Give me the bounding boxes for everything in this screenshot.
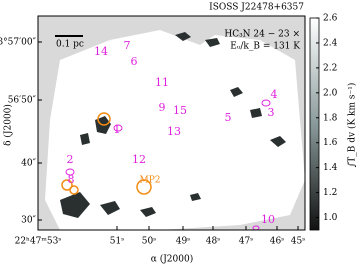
- source-label: 6: [131, 55, 138, 68]
- line-label: HC₃N 24 − 23 ×: [224, 30, 300, 40]
- colorbar-tick-label: 1.6: [323, 138, 338, 148]
- source-label: 12: [132, 153, 146, 166]
- x-tick-label: 48ˢ: [206, 237, 220, 247]
- x-tick-label: 45ˢ: [291, 237, 305, 247]
- energy-label: Eᵤ/k_B = 131 K: [230, 42, 300, 52]
- source-label: 2: [67, 153, 74, 166]
- source-label: 13: [167, 125, 181, 138]
- mp-label: MP2: [140, 176, 161, 186]
- source-label: 7: [124, 39, 131, 52]
- y-tick-label: 30″: [21, 216, 36, 226]
- y-tick-label: 40″: [21, 159, 36, 169]
- colorbar-tick-label: 1.4: [323, 163, 338, 173]
- scale-bar-label: 0.1 pc: [56, 40, 84, 50]
- plot-frame: [37, 15, 306, 231]
- x-tick-label: 49ˢ: [176, 237, 190, 247]
- source-label: 4: [271, 88, 278, 101]
- x-tick-label: 47ˢ: [239, 237, 253, 247]
- colorbar-tick-label: 2.0: [323, 88, 338, 98]
- source-label: 10: [261, 213, 275, 226]
- y-tick-label: 63°57′00″: [0, 38, 37, 48]
- colorbar-tick-label: 2.2: [323, 63, 337, 73]
- source-label: 1: [114, 123, 121, 136]
- x-tick-label: 50ˢ: [142, 237, 156, 247]
- x-tick-label: 22ʰ47ᵐ53ˢ: [15, 237, 62, 247]
- x-tick-label: 51ˢ: [110, 237, 124, 247]
- colorbar-tick-label: 1.2: [323, 188, 337, 198]
- y-tick-label: 56′50″: [8, 96, 37, 106]
- cores: [61, 112, 152, 195]
- colorbar-tick-label: 2.6: [323, 14, 338, 24]
- y-axis-label: δ (J2000): [3, 104, 14, 146]
- source-label: 5: [225, 111, 232, 124]
- coverage-area: [45, 30, 305, 230]
- source-label: 8: [68, 173, 75, 186]
- source-label: 15: [173, 104, 187, 117]
- colorbar-tick-label: 1.8: [323, 113, 338, 123]
- x-axis-label: α (J2000): [151, 254, 193, 265]
- emission-contours: [60, 32, 286, 218]
- colorbar-tick-label: 2.4: [323, 38, 338, 48]
- colorbar-tick-label: 1.0: [323, 213, 338, 223]
- x-tick-label: 46ˢ: [270, 237, 284, 247]
- colorbar: [309, 17, 320, 231]
- source-label: 9: [159, 101, 166, 114]
- title: ISOSS J22478+6357: [209, 3, 304, 13]
- source-label: 14: [94, 45, 108, 58]
- source-label: 3: [268, 106, 275, 119]
- source-label: 11: [155, 76, 169, 89]
- colorbar-label: ∫T_B dv (K km s⁻¹): [347, 83, 358, 168]
